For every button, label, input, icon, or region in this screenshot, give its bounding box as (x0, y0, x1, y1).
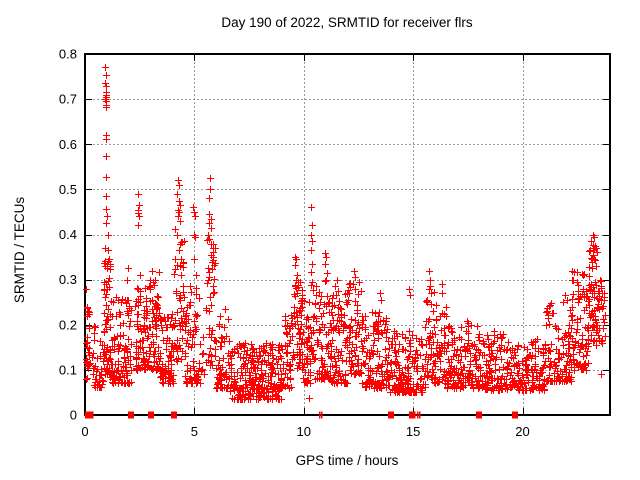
epoch-markers (85, 411, 518, 419)
chart-title: Day 190 of 2022, SRMTID for receiver flr… (221, 15, 473, 30)
epoch-square-marker (148, 411, 154, 419)
y-tick-label: 0.5 (59, 182, 77, 197)
epoch-tick-marker (419, 411, 421, 419)
y-tick-labels: 0 0.1 0.2 0.3 0.4 0.5 0.6 0.7 0.8 (59, 47, 77, 423)
epoch-tick-marker (321, 411, 323, 419)
scatter-points (83, 64, 609, 403)
plot-border (84, 53, 611, 416)
y-tick-label: 0.2 (59, 317, 77, 332)
y-tick-label: 0.8 (59, 47, 77, 62)
x-tick-label: 0 (81, 424, 88, 439)
x-axis-label: GPS time / hours (296, 453, 399, 468)
epoch-square-marker (85, 411, 91, 419)
epoch-tick-marker (92, 411, 94, 419)
epoch-square-marker (128, 411, 134, 419)
y-tick-label: 0.3 (59, 272, 77, 287)
x-tick-labels: 0 5 10 15 20 (81, 424, 529, 439)
epoch-tick-marker (414, 411, 416, 419)
epoch-tick-marker (91, 411, 93, 419)
epoch-square-marker (409, 411, 415, 419)
x-tick-label: 20 (515, 424, 529, 439)
epoch-square-marker (388, 411, 394, 419)
y-axis-label: SRMTID / TECUs (12, 197, 27, 304)
x-tick-label: 5 (191, 424, 198, 439)
chart-generated-layers: 0 5 10 15 20 0 0.1 0.2 0.3 0.4 0.5 0.6 0.7 0.8 (59, 47, 611, 439)
epoch-square-marker (512, 411, 518, 419)
epoch-tick-marker (417, 411, 419, 419)
epoch-square-marker (171, 411, 177, 419)
x-tick-label: 15 (406, 424, 420, 439)
y-tick-label: 0.4 (59, 227, 77, 242)
y-tick-label: 0.6 (59, 137, 77, 152)
epoch-tick-marker (319, 411, 321, 419)
x-tick-label: 10 (297, 424, 311, 439)
epoch-square-marker (476, 411, 482, 419)
y-tick-label: 0.1 (59, 362, 77, 377)
y-tick-label: 0 (70, 408, 77, 423)
y-tick-label: 0.7 (59, 92, 77, 107)
